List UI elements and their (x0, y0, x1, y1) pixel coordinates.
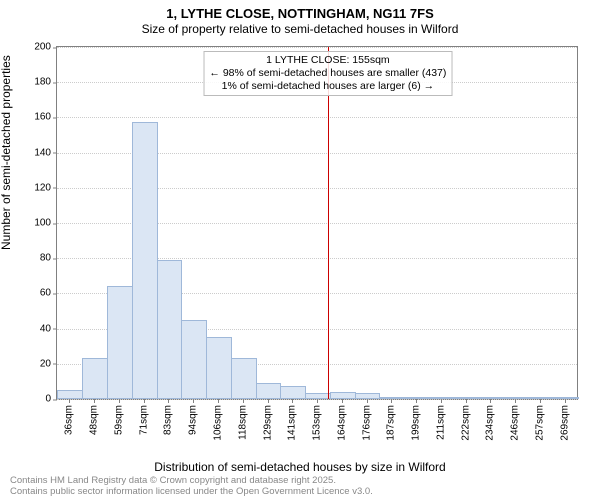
x-tick-label: 36sqm (64, 399, 75, 435)
x-tick-label: 48sqm (89, 399, 100, 435)
bar-slot: 141sqm (280, 47, 305, 399)
y-tick-label: 60 (40, 288, 57, 299)
annotation-line-3: 1% of semi-detached houses are larger (6… (209, 80, 446, 93)
chart-container: Number of semi-detached properties 36sqm… (0, 0, 600, 500)
bar-slot: 234sqm (478, 47, 503, 399)
x-tick-label: 164sqm (336, 399, 347, 441)
bar-slot: 257sqm (528, 47, 553, 399)
y-tick-label: 140 (34, 147, 57, 158)
histogram-bar (57, 390, 83, 399)
footer-line-2: Contains public sector information licen… (10, 487, 373, 498)
reference-annotation: 1 LYTHE CLOSE: 155sqm ← 98% of semi-deta… (203, 51, 452, 96)
y-tick-label: 180 (34, 77, 57, 88)
histogram-bar (528, 397, 554, 399)
histogram-bar (132, 122, 158, 399)
y-axis-label: Number of semi-detached properties (0, 55, 13, 250)
bar-slot: 106sqm (206, 47, 231, 399)
x-tick-label: 106sqm (212, 399, 223, 441)
bar-slot: 118sqm (230, 47, 255, 399)
bar-slot: 222sqm (453, 47, 478, 399)
reference-marker-line (328, 47, 329, 399)
bar-slot: 48sqm (82, 47, 107, 399)
x-tick-label: 257sqm (534, 399, 545, 441)
histogram-bar (157, 260, 183, 399)
histogram-bar (256, 383, 282, 399)
bar-slot: 59sqm (107, 47, 132, 399)
plot-area: 36sqm48sqm59sqm71sqm83sqm94sqm106sqm118s… (56, 46, 578, 400)
histogram-bar (82, 358, 108, 399)
bar-slot: 36sqm (57, 47, 82, 399)
histogram-bar (429, 397, 455, 399)
histogram-bar (181, 320, 207, 399)
histogram-bar (454, 397, 480, 399)
histogram-bar (404, 397, 430, 399)
bar-slot: 71sqm (131, 47, 156, 399)
x-tick-label: 83sqm (163, 399, 174, 435)
bar-slot: 211sqm (428, 47, 453, 399)
histogram-bar (206, 337, 232, 399)
x-tick-label: 187sqm (386, 399, 397, 441)
histogram-bar (503, 397, 529, 399)
histogram-bars: 36sqm48sqm59sqm71sqm83sqm94sqm106sqm118s… (57, 47, 577, 399)
histogram-bar (231, 358, 257, 399)
y-tick-label: 100 (34, 218, 57, 229)
histogram-bar (330, 392, 356, 399)
x-tick-label: 129sqm (262, 399, 273, 441)
x-tick-label: 211sqm (435, 399, 446, 440)
histogram-bar (479, 397, 505, 399)
histogram-bar (379, 397, 405, 399)
bar-slot: 176sqm (354, 47, 379, 399)
bar-slot: 269sqm (552, 47, 577, 399)
x-tick-label: 199sqm (411, 399, 422, 441)
x-tick-label: 222sqm (460, 399, 471, 441)
x-tick-label: 269sqm (559, 399, 570, 441)
histogram-bar (553, 397, 579, 399)
bar-slot: 164sqm (329, 47, 354, 399)
y-tick-label: 160 (34, 112, 57, 123)
annotation-line-1: 1 LYTHE CLOSE: 155sqm (209, 54, 446, 67)
y-tick-label: 120 (34, 182, 57, 193)
x-tick-label: 153sqm (312, 399, 323, 441)
bar-slot: 83sqm (156, 47, 181, 399)
annotation-line-2: ← 98% of semi-detached houses are smalle… (209, 67, 446, 80)
y-tick-label: 20 (40, 358, 57, 369)
bar-slot: 187sqm (379, 47, 404, 399)
y-tick-label: 40 (40, 323, 57, 334)
histogram-bar (107, 286, 133, 399)
x-tick-label: 176sqm (361, 399, 372, 441)
x-tick-label: 118sqm (237, 399, 248, 440)
bar-slot: 246sqm (503, 47, 528, 399)
x-tick-label: 246sqm (510, 399, 521, 441)
y-tick-label: 80 (40, 253, 57, 264)
x-tick-label: 141sqm (287, 399, 298, 441)
bar-slot: 199sqm (404, 47, 429, 399)
bar-slot: 153sqm (305, 47, 330, 399)
x-tick-label: 234sqm (485, 399, 496, 441)
y-tick-label: 0 (45, 394, 57, 405)
bar-slot: 129sqm (255, 47, 280, 399)
x-axis-label: Distribution of semi-detached houses by … (0, 460, 600, 474)
attribution-footer: Contains HM Land Registry data © Crown c… (10, 476, 373, 498)
bar-slot: 94sqm (181, 47, 206, 399)
histogram-bar (355, 393, 381, 399)
histogram-bar (280, 386, 306, 399)
x-tick-label: 94sqm (188, 399, 199, 435)
x-tick-label: 59sqm (113, 399, 124, 435)
x-tick-label: 71sqm (138, 399, 149, 435)
y-tick-label: 200 (34, 42, 57, 53)
